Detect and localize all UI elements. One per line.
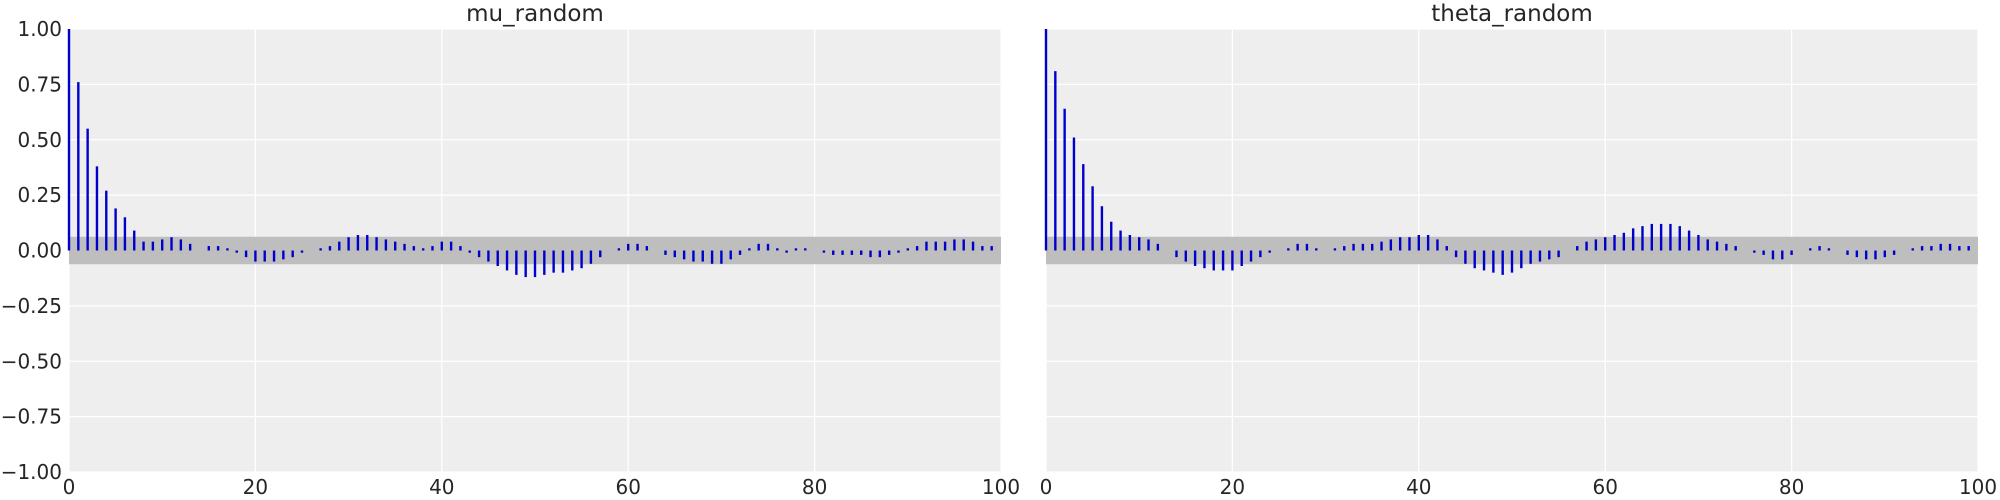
x-tick-label: 100 <box>1959 475 1997 499</box>
chart-panel-2: 0 20 40 60 80 100 theta_random <box>1040 1 1997 499</box>
x-tick-label: 20 <box>1220 475 1245 499</box>
x-tick-label: 60 <box>1592 475 1617 499</box>
x-tick-label: 0 <box>1040 475 1053 499</box>
y-tick-label: −0.25 <box>1 294 62 318</box>
y-tick-label: −1.00 <box>1 460 62 484</box>
y-tick-label: −0.75 <box>1 405 62 429</box>
y-tick-label: 1.00 <box>17 17 62 41</box>
chart-title: theta_random <box>1431 1 1593 27</box>
y-tick-label: 0.75 <box>17 72 62 96</box>
x-tick-label: 80 <box>802 475 827 499</box>
y-tick-label: 0.25 <box>17 183 62 207</box>
x-tick-label: 40 <box>1406 475 1431 499</box>
x-tick-label: 60 <box>615 475 640 499</box>
x-tick-label: 20 <box>243 475 268 499</box>
x-tick-label: 80 <box>1779 475 1804 499</box>
chart-title: mu_random <box>466 1 604 27</box>
x-tick-label: 0 <box>63 475 76 499</box>
x-tick-label: 40 <box>429 475 454 499</box>
y-tick-label: 0.00 <box>17 239 62 263</box>
y-tick-label: 0.50 <box>17 128 62 152</box>
y-tick-label: −0.50 <box>1 349 62 373</box>
x-tick-label: 100 <box>982 475 1020 499</box>
chart-panel-1: 0 20 40 60 80 100 −1.00 −0.75 −0.50 −0.25 0.00 0.25… <box>1 1 1020 499</box>
